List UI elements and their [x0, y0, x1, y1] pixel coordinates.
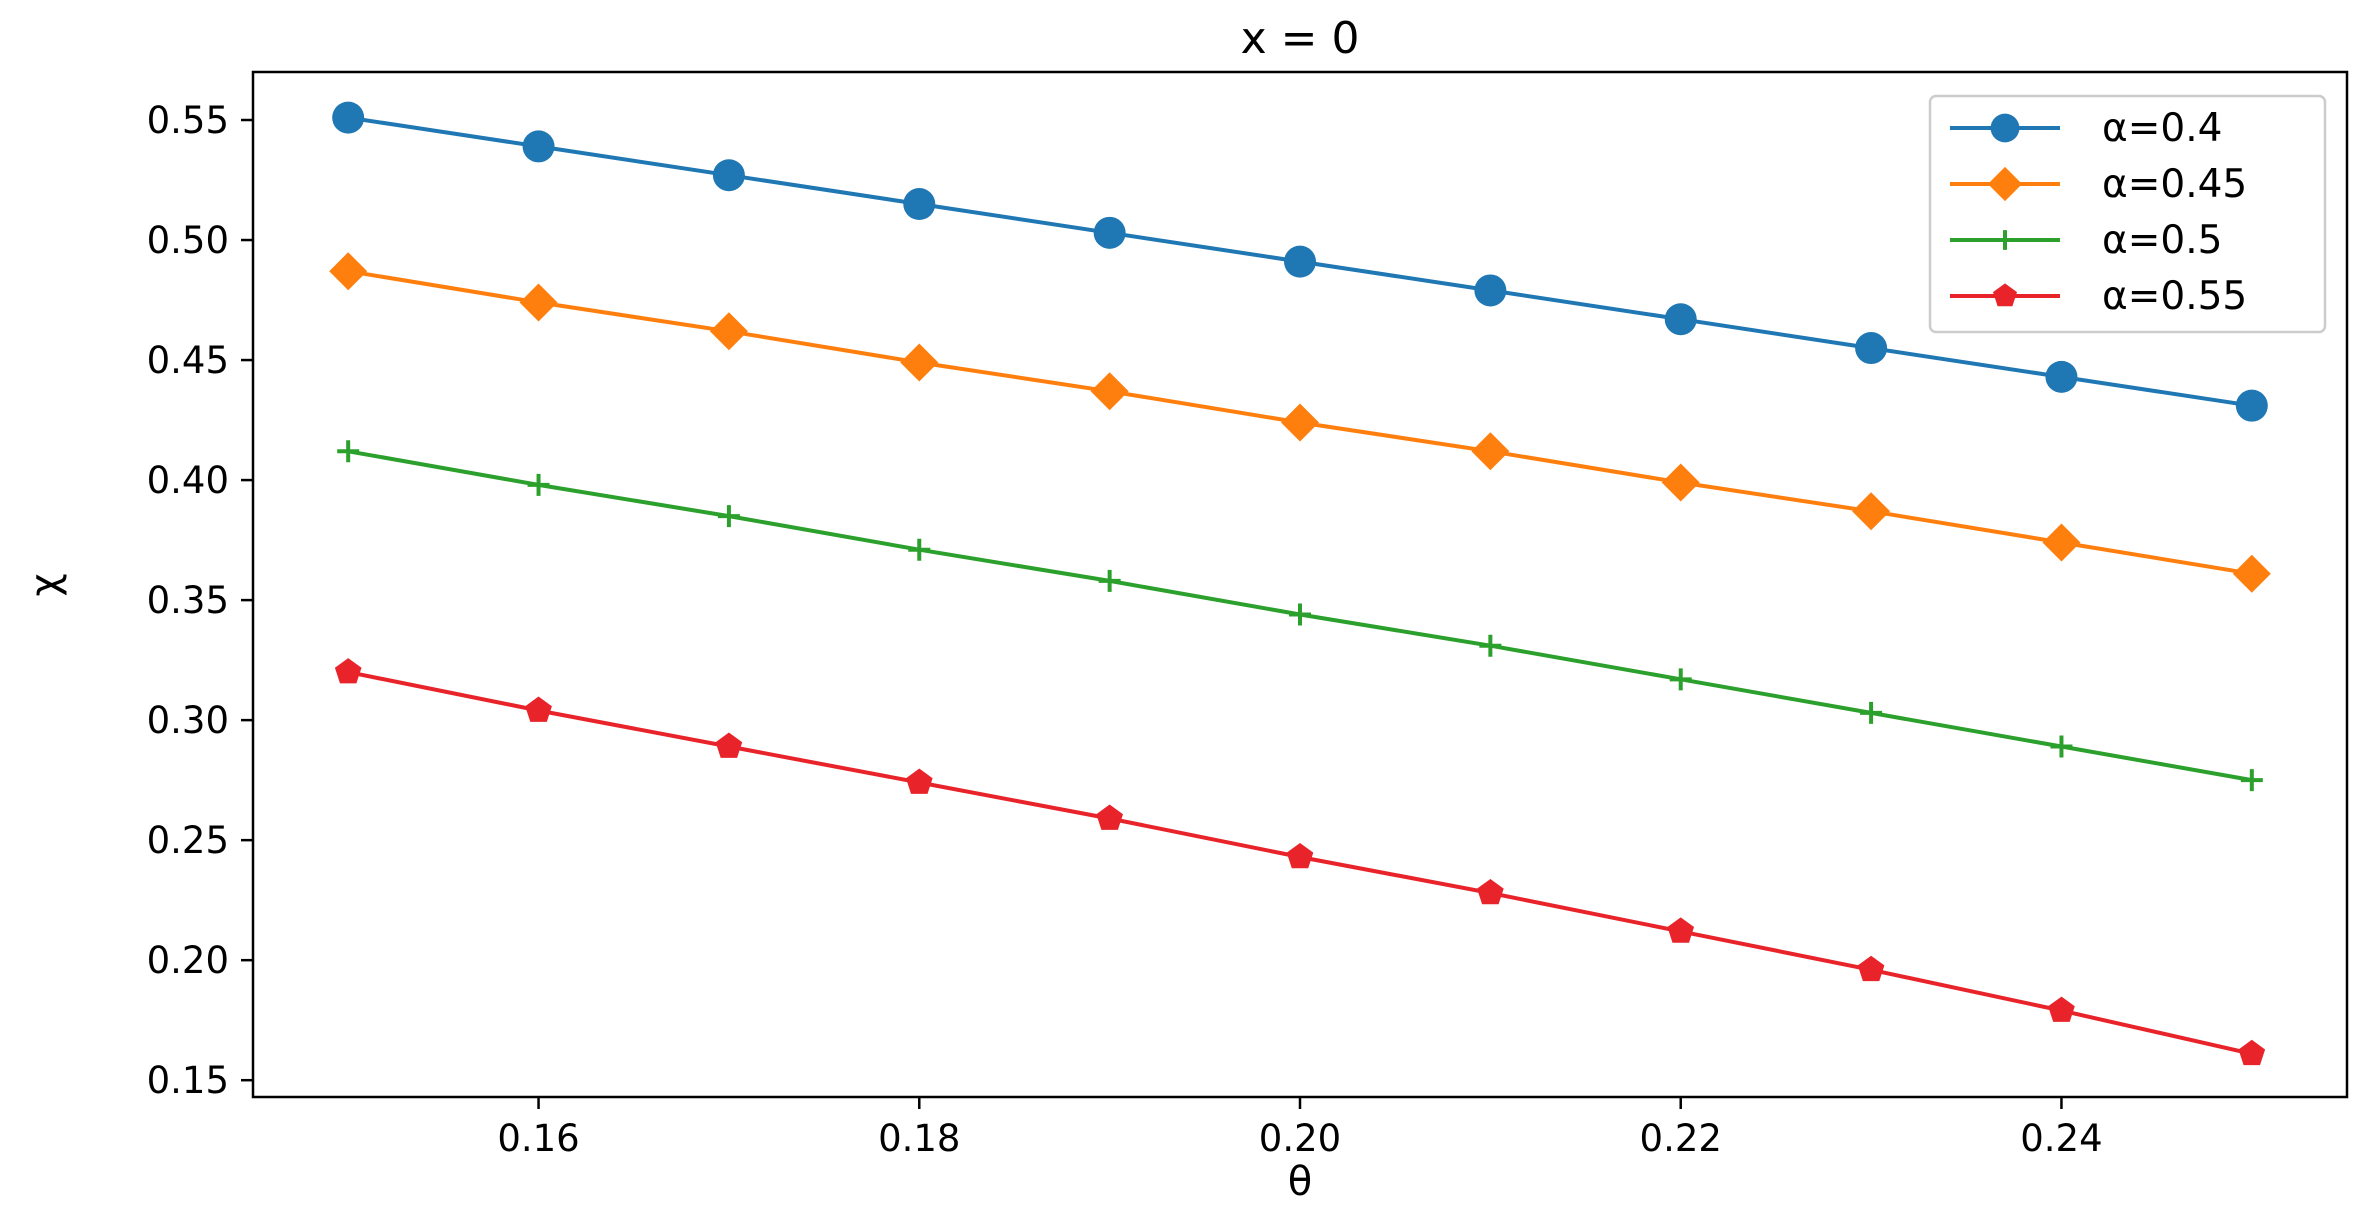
data-point: [717, 505, 740, 528]
data-point: [1669, 668, 1692, 691]
series-4: [334, 658, 2266, 1066]
data-point: [1664, 303, 1697, 336]
legend-box: [1928, 94, 2327, 334]
y-tick-label: 0.50: [147, 219, 229, 262]
legend-marker: [1995, 230, 2015, 250]
data-point: [712, 159, 745, 192]
y-tick-label: 0.35: [147, 579, 229, 622]
data-point: [1281, 403, 1319, 442]
data-point: [2045, 360, 2078, 393]
y-axis-label: χ: [22, 573, 68, 596]
data-point: [906, 768, 933, 794]
y-tick-label: 0.45: [147, 339, 229, 382]
data-point: [1852, 492, 1891, 531]
y-tick-label: 0.40: [147, 459, 229, 502]
x-tick-label: 0.22: [1640, 1117, 1722, 1160]
data-point: [527, 473, 550, 496]
data-point: [2238, 1039, 2266, 1066]
data-point: [1286, 843, 1314, 869]
data-point: [329, 252, 368, 291]
data-point: [1661, 463, 1700, 502]
legend-marker: [1987, 166, 2023, 202]
legend-marker: [1993, 283, 2017, 307]
legend-marker: [1990, 113, 2020, 143]
x-axis: 0.16 0.18 0.20 0.22 0.24: [497, 1097, 2103, 1160]
data-point: [1096, 804, 1123, 830]
data-point: [2240, 769, 2263, 792]
data-point: [2235, 389, 2268, 422]
data-point: [1479, 634, 1502, 657]
data-point: [709, 312, 748, 351]
legend-item: α=0.4: [1950, 106, 2222, 151]
data-point: [1667, 917, 1694, 943]
legend: α=0.4 α=0.45 α=0.5 α=0.55: [1928, 94, 2327, 334]
data-point: [334, 658, 362, 684]
data-point: [1855, 332, 1888, 365]
data-point: [1474, 274, 1507, 307]
data-point: [1471, 432, 1510, 471]
legend-item: α=0.55: [1950, 274, 2247, 319]
y-tick-label: 0.25: [147, 819, 229, 862]
legend-label: α=0.4: [2102, 106, 2222, 151]
data-point: [2232, 554, 2271, 593]
data-point: [1284, 245, 1316, 278]
y-tick-label: 0.30: [147, 699, 229, 742]
series-1: [332, 101, 2268, 422]
x-tick-label: 0.16: [497, 1117, 579, 1160]
data-point: [522, 130, 555, 163]
data-point: [519, 283, 558, 322]
data-point: [1857, 955, 1885, 982]
data-point: [1090, 372, 1129, 411]
x-axis-label: θ: [1288, 1159, 1312, 1205]
y-tick-label: 0.20: [147, 939, 229, 982]
data-point: [2042, 523, 2081, 562]
legend-label: α=0.55: [2102, 274, 2247, 319]
data-point: [2048, 996, 2075, 1022]
x-tick-label: 0.24: [2020, 1117, 2102, 1160]
legend-item: α=0.5: [1950, 218, 2222, 263]
data-point: [1098, 569, 1121, 592]
legend-label: α=0.5: [2102, 218, 2222, 263]
x-tick-label: 0.20: [1259, 1117, 1341, 1160]
series-2: [329, 252, 2271, 593]
data-point: [900, 343, 939, 382]
y-tick-label: 0.55: [147, 99, 229, 142]
data-point: [715, 732, 743, 758]
series-layer: [329, 101, 2271, 1066]
data-point: [1093, 216, 1126, 249]
data-point: [1860, 701, 1883, 724]
data-point: [903, 188, 936, 221]
y-tick-label: 0.15: [147, 1059, 229, 1102]
chart-title: x = 0: [1241, 13, 1360, 64]
legend-label: α=0.45: [2102, 162, 2247, 207]
data-point: [337, 440, 360, 463]
data-point: [1477, 879, 1504, 905]
data-point: [2050, 735, 2073, 758]
x-tick-label: 0.18: [878, 1117, 960, 1160]
data-point: [332, 101, 365, 134]
series-3: [337, 440, 2263, 792]
data-point: [525, 696, 552, 722]
data-point: [908, 538, 931, 561]
legend-item: α=0.45: [1950, 162, 2247, 207]
y-axis: 0.15 0.20 0.25 0.30 0.35 0.40 0.45 0.50 0.55: [147, 99, 253, 1102]
data-point: [1289, 603, 1311, 626]
